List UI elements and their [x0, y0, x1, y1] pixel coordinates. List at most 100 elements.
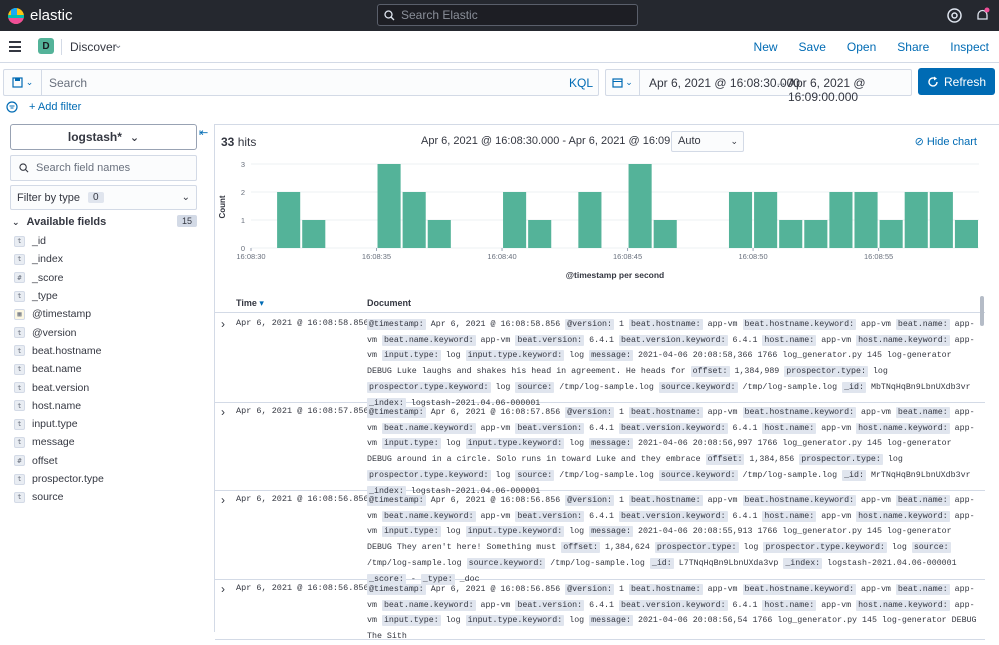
string-type-icon: t	[14, 235, 25, 247]
time-column-header[interactable]: Time ▾	[236, 298, 264, 308]
field-item[interactable]: # offset	[14, 452, 194, 470]
available-fields-header[interactable]: ⌄ Available fields 15	[10, 215, 197, 229]
x-tick-label: 16:08:40	[487, 252, 516, 261]
open-link[interactable]: Open	[846, 40, 877, 54]
field-value: log	[564, 527, 590, 537]
save-link[interactable]: Save	[798, 40, 826, 54]
field-item[interactable]: t _index	[14, 250, 194, 268]
field-key: message:	[589, 526, 633, 538]
field-key: prospector.type.keyword:	[763, 542, 887, 554]
field-name: beat.hostname	[32, 344, 102, 357]
field-key: beat.name:	[895, 319, 950, 330]
field-key: beat.name.keyword:	[381, 510, 476, 522]
kql-toggle[interactable]: KQL	[568, 76, 593, 90]
global-search-input[interactable]: Search Elastic	[377, 4, 638, 26]
field-key: _score:	[367, 573, 406, 585]
filter-by-type-button[interactable]: Filter by type 0 ⌄	[10, 185, 197, 210]
field-item[interactable]: ▦ @timestamp	[14, 305, 194, 323]
field-value: 1	[614, 320, 629, 329]
field-value: app-vm	[702, 408, 743, 417]
help-icon[interactable]	[946, 7, 963, 24]
elastic-logo[interactable]: elastic	[8, 7, 73, 24]
scrollbar[interactable]	[980, 296, 984, 326]
notifications-icon[interactable]	[974, 7, 991, 24]
field-key: beat.hostname:	[628, 319, 703, 330]
field-search-input[interactable]: Search field names	[10, 155, 197, 181]
filter-options-icon[interactable]	[6, 101, 18, 113]
field-item[interactable]: t prospector.type	[14, 470, 194, 488]
inspect-link[interactable]: Inspect	[950, 40, 989, 54]
histogram-bar	[277, 192, 301, 248]
expand-row-icon[interactable]: ›	[221, 493, 225, 507]
index-pattern-label: logstash*	[67, 130, 122, 144]
expand-row-icon[interactable]: ›	[221, 405, 225, 419]
time-range-label: Apr 6, 2021 @ 16:08:30.000 - Apr 6, 2021…	[421, 135, 707, 147]
main-panel: 33 hits Apr 6, 2021 @ 16:08:30.000 - Apr…	[214, 124, 999, 641]
chevron-down-icon: ⌄	[181, 192, 190, 203]
date-start[interactable]: Apr 6, 2021 @ 16:08:30.000	[649, 76, 800, 90]
new-link[interactable]: New	[753, 40, 778, 54]
field-value: /tmp/log-sample.log	[367, 558, 467, 568]
saved-query-button[interactable]: ⌄	[4, 70, 42, 95]
expand-row-icon[interactable]: ›	[221, 317, 225, 331]
y-tick-label: 0	[241, 244, 245, 253]
field-value: /tmp/log-sample.log	[737, 470, 843, 480]
table-header: Time ▾ Document	[215, 293, 985, 313]
string-type-icon: t	[14, 382, 25, 394]
search-input[interactable]: Search	[49, 76, 88, 90]
expand-row-icon[interactable]: ›	[221, 582, 225, 596]
row-document: @timestamp: Apr 6, 2021 @ 16:08:56.856 @…	[367, 493, 977, 587]
field-value: log	[882, 455, 903, 465]
field-key: message:	[589, 438, 633, 450]
row-timestamp: Apr 6, 2021 @ 16:08:58.856	[236, 318, 369, 328]
field-item[interactable]: t beat.version	[14, 378, 194, 396]
field-key: source.keyword:	[466, 557, 546, 569]
field-item[interactable]: t beat.name	[14, 360, 194, 378]
field-name: _score	[32, 271, 64, 284]
field-value: app-vm	[367, 423, 975, 449]
calendar-icon	[612, 78, 623, 88]
field-key: source.keyword:	[658, 381, 738, 393]
field-key: input.type.keyword:	[465, 350, 565, 362]
histogram-bar	[728, 192, 753, 248]
chevron-down-icon: ⌄	[12, 216, 20, 227]
hide-chart-button[interactable]: ⊘ Hide chart	[915, 135, 977, 148]
refresh-button[interactable]: Refresh	[918, 68, 995, 95]
field-value: 6.4.1	[584, 511, 619, 521]
interval-select[interactable]: Auto ⌄	[671, 131, 744, 152]
index-pattern-selector[interactable]: logstash* ⌄	[10, 124, 197, 150]
date-end[interactable]: Apr 6, 2021 @ 16:09:00.000	[788, 76, 866, 104]
collapse-sidebar-icon[interactable]: ⇤	[199, 127, 209, 139]
histogram-bar	[503, 192, 527, 248]
chevron-down-icon[interactable]: ⌄	[114, 40, 123, 51]
field-value: app-vm	[702, 496, 743, 505]
space-avatar[interactable]: D	[38, 38, 54, 54]
field-item[interactable]: t message	[14, 433, 194, 451]
field-item[interactable]: t _type	[14, 287, 194, 305]
field-item[interactable]: t host.name	[14, 397, 194, 415]
field-value: log	[490, 470, 516, 480]
field-key: beat.hostname.keyword:	[742, 495, 857, 506]
hits-number: 33	[221, 135, 235, 149]
field-key: host.name:	[762, 422, 817, 434]
add-filter-button[interactable]: + Add filter	[29, 101, 82, 113]
menu-toggle-icon[interactable]	[9, 41, 21, 52]
table-row: › Apr 6, 2021 @ 16:08:58.856 @timestamp: A…	[215, 315, 985, 409]
field-item[interactable]: t source	[14, 488, 194, 506]
breadcrumb[interactable]: Discover	[70, 40, 117, 54]
field-item[interactable]: # _score	[14, 269, 194, 287]
field-item[interactable]: t @version	[14, 323, 194, 341]
share-link[interactable]: Share	[897, 40, 930, 54]
field-value: 2021-04-06 20:08:56,997 1766 log_generat…	[367, 439, 952, 465]
refresh-label: Refresh	[943, 74, 987, 89]
field-item[interactable]: t beat.hostname	[14, 342, 194, 360]
quick-select-button[interactable]: ⌄	[606, 70, 640, 95]
row-timestamp: Apr 6, 2021 @ 16:08:57.856	[236, 406, 369, 416]
x-axis-label: @timestamp per second	[566, 270, 665, 280]
field-item[interactable]: t _id	[14, 232, 194, 250]
field-key: _id:	[649, 557, 674, 569]
field-item[interactable]: t input.type	[14, 415, 194, 433]
field-key: beat.version.keyword:	[619, 422, 728, 434]
field-value: log	[440, 527, 466, 537]
field-value: logstash-2021.04.06-000001	[405, 486, 541, 496]
